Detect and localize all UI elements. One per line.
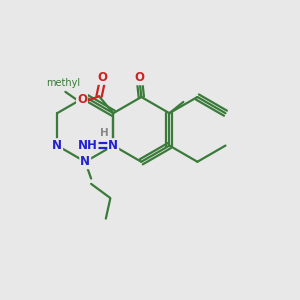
Text: methyl: methyl	[46, 78, 80, 88]
Text: NH: NH	[78, 139, 98, 152]
Text: O: O	[97, 71, 107, 84]
Text: O: O	[135, 71, 145, 84]
Text: H: H	[100, 128, 109, 138]
Text: N: N	[108, 139, 118, 152]
Text: N: N	[52, 139, 62, 152]
Text: O: O	[77, 93, 87, 106]
Text: N: N	[80, 155, 90, 168]
